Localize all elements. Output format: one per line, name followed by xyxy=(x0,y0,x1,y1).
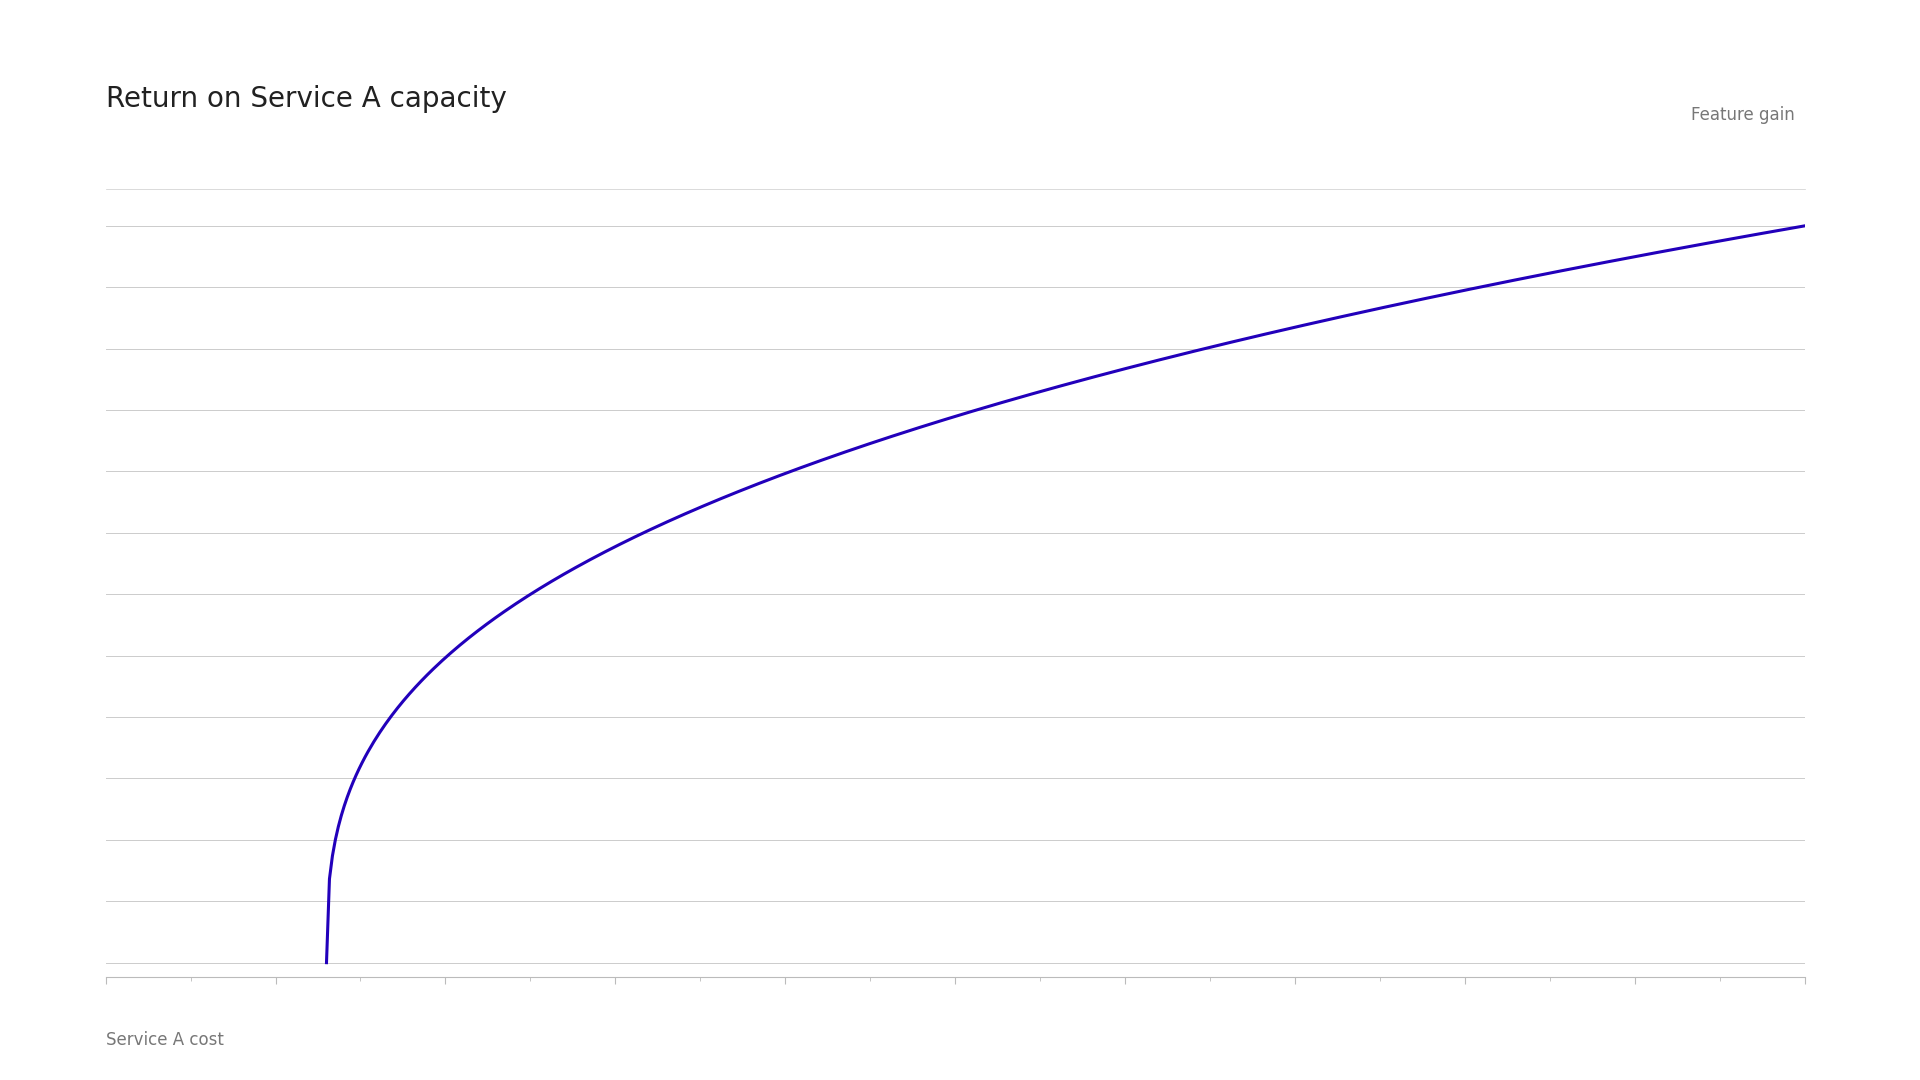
Text: Service A cost: Service A cost xyxy=(106,1031,223,1050)
Text: Return on Service A capacity: Return on Service A capacity xyxy=(106,85,507,113)
Text: Feature gain: Feature gain xyxy=(1692,106,1795,124)
